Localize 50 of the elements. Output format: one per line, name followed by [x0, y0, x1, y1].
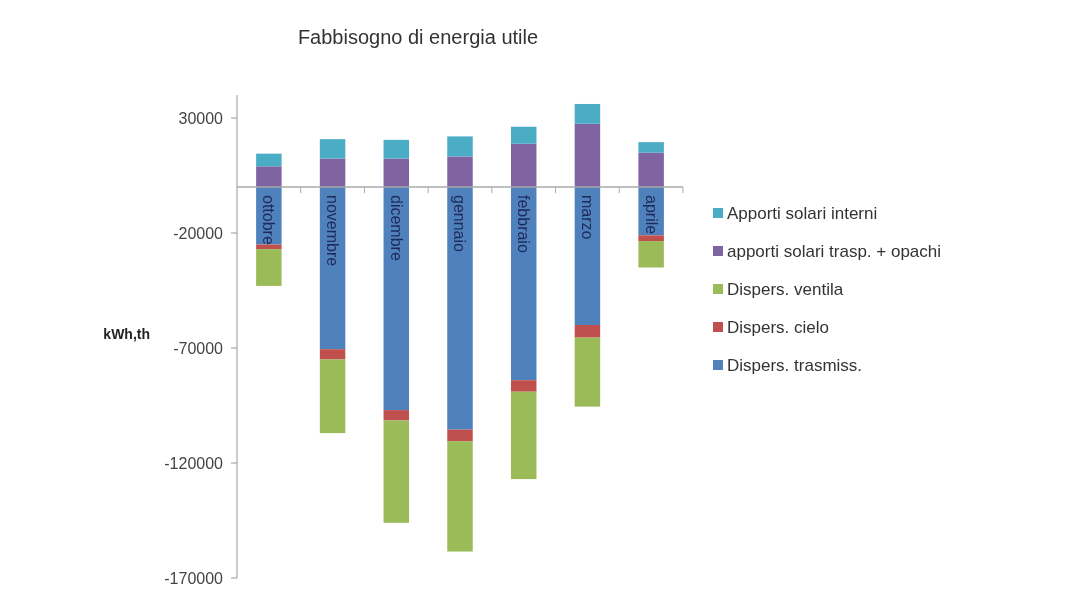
bar: [510, 380, 537, 392]
bar: [383, 139, 410, 159]
bar: [510, 143, 537, 187]
bar: [447, 429, 473, 442]
bar: [319, 359, 346, 434]
x-tick-label: dicembre: [387, 195, 405, 261]
bar: [447, 441, 473, 552]
bar: [638, 152, 664, 187]
x-tick-label: gennaio: [451, 195, 469, 253]
bar: [574, 337, 601, 407]
bar: [383, 158, 410, 187]
legend-label: Dispers. ventila: [727, 279, 844, 299]
x-tick-label: ottobre: [260, 195, 278, 245]
bar: [574, 187, 601, 325]
legend-label: Apporti solari interni: [727, 203, 878, 223]
bar: [638, 142, 664, 153]
bar: [319, 139, 346, 159]
legend-label: apporti solari trasp. + opachi: [727, 241, 942, 261]
bar: [447, 156, 473, 187]
legend-label: Dispers. trasmiss.: [727, 355, 863, 375]
bar: [319, 349, 346, 360]
bar: [510, 126, 537, 144]
bar: [510, 187, 537, 381]
bar: [574, 325, 601, 338]
chart-title: Fabbisogno di energia utile: [297, 26, 539, 48]
x-tick-label: marzo: [578, 195, 596, 240]
y-tick-label: -120000: [164, 454, 224, 472]
bar: [319, 158, 346, 187]
y-tick-label: -170000: [164, 569, 224, 587]
bar: [447, 136, 473, 157]
x-tick-label: aprile: [642, 195, 660, 235]
bar: [638, 241, 664, 268]
bar: [256, 249, 282, 286]
bar: [383, 187, 410, 411]
bar: [383, 420, 410, 523]
bar: [574, 103, 601, 124]
y-tick-label: -70000: [173, 339, 224, 357]
legend-label: Dispers. cielo: [727, 317, 830, 337]
bar: [383, 410, 410, 421]
x-tick-label: febbraio: [515, 195, 533, 253]
y-tick-label: -20000: [173, 224, 224, 242]
x-tick-label: novembre: [323, 195, 341, 267]
y-axis-title: kWh,th: [103, 326, 150, 342]
bar: [256, 153, 282, 167]
bar: [256, 166, 282, 187]
bar: [574, 123, 601, 187]
bar: [447, 187, 473, 430]
y-tick-label: 30000: [178, 109, 224, 127]
bar: [638, 235, 664, 242]
bar: [510, 391, 537, 480]
